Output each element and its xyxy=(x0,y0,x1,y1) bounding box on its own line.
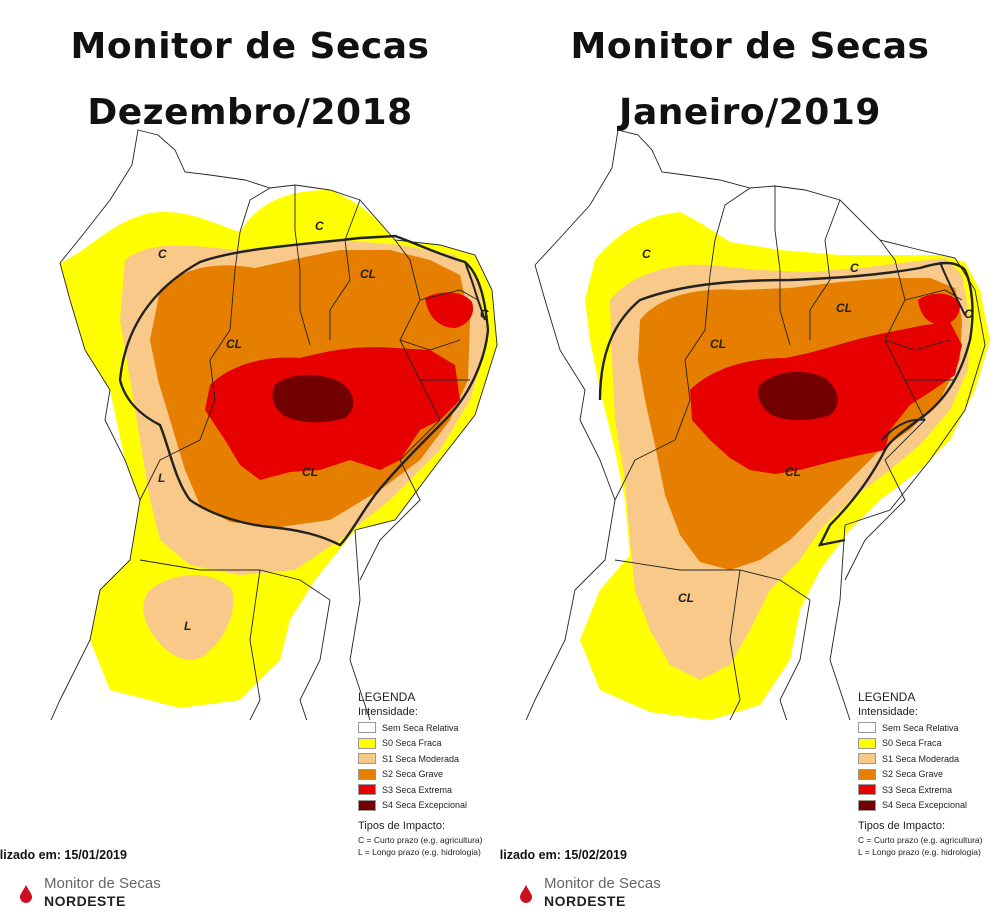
region-label: CL xyxy=(785,465,801,479)
title-line-2: Dezembro/2018 xyxy=(87,92,413,133)
updated-date-text: Atualizado em: 15/02/2019 xyxy=(500,848,627,862)
legend-item: S3 Seca Extrema xyxy=(358,782,500,798)
legend-label: S4 Seca Excepcional xyxy=(882,800,968,811)
legend-swatch xyxy=(858,722,876,734)
logo-line-2: NORDESTE xyxy=(544,893,626,909)
title-line-1: Monitor de Secas xyxy=(570,26,930,67)
map-title: Monitor de Secas Janeiro/2019 xyxy=(500,14,1000,146)
legend-label: S3 Seca Extrema xyxy=(882,784,953,795)
legend-intensity-title: Intensidade: xyxy=(358,706,418,718)
region-labels: C C CL C CL L CL L xyxy=(158,219,489,633)
impact-types-title: Tipos de Impacto: xyxy=(358,820,446,832)
monitor-logo: Monitor de Secas NORDESTE xyxy=(20,873,240,911)
logo-line-2: NORDESTE xyxy=(44,893,126,909)
region-label: C xyxy=(850,261,859,275)
region-label: CL xyxy=(710,337,726,351)
impact-types-title: Tipos de Impacto: xyxy=(858,820,946,832)
region-label: C xyxy=(642,247,651,261)
legend-item: S2 Seca Grave xyxy=(358,767,500,783)
legend-label: S0 Seca Fraca xyxy=(882,738,942,749)
legend-title: LEGENDA xyxy=(858,690,916,704)
legend-label: S0 Seca Fraca xyxy=(382,738,442,749)
legend-item: S4 Seca Excepcional xyxy=(358,798,500,814)
legend-swatch xyxy=(358,737,376,749)
legend-swatch xyxy=(858,737,876,749)
region-label: L xyxy=(184,619,191,633)
legend-label: S4 Seca Excepcional xyxy=(382,800,468,811)
legend-swatch xyxy=(858,784,876,796)
title-line-1: Monitor de Secas xyxy=(70,26,430,67)
region-label: C xyxy=(964,307,973,321)
legend-label: S1 Seca Moderada xyxy=(882,753,960,764)
impact-boundary xyxy=(598,261,974,547)
drought-map: C C CL C CL L CL L xyxy=(50,129,498,720)
legend-item: Sem Seca Relativa xyxy=(358,720,500,736)
legend-item: S3 Seca Extrema xyxy=(858,782,1000,798)
legend-swatch xyxy=(858,768,876,780)
legend-label: Sem Seca Relativa xyxy=(382,722,459,733)
legend-swatch xyxy=(358,768,376,780)
legend-intensity-title: Intensidade: xyxy=(858,706,918,718)
region-label: CL xyxy=(360,267,376,281)
updated-date-text: Atualizado em: 15/01/2019 xyxy=(0,848,127,862)
legend-item: S0 Seca Fraca xyxy=(858,736,1000,752)
drop-icon xyxy=(20,885,32,903)
region-label: C xyxy=(480,307,489,321)
legend-item: S4 Seca Excepcional xyxy=(858,798,1000,814)
legend: LEGENDA Intensidade: Sem Seca Relativa S… xyxy=(858,690,1000,858)
region-label: CL xyxy=(836,301,852,315)
legend-label: S1 Seca Moderada xyxy=(382,753,460,764)
s4-area xyxy=(272,374,354,423)
drought-map: C C CL C CL CL CL xyxy=(525,129,990,720)
region-label: CL xyxy=(226,337,242,351)
region-label: CL xyxy=(678,591,694,605)
updated-date: Atualizado em: 15/02/2019 xyxy=(500,848,860,862)
legend-swatch xyxy=(858,753,876,765)
impact-short-term: C = Curto prazo (e.g. agricultura) xyxy=(358,835,483,845)
logo-line-1: Monitor de Secas xyxy=(44,875,161,892)
monitor-logo: Monitor de Secas NORDESTE xyxy=(520,873,740,911)
impact-boundary xyxy=(118,234,490,547)
legend-item: S2 Seca Grave xyxy=(858,767,1000,783)
legend-item: S0 Seca Fraca xyxy=(358,736,500,752)
legend-label: S2 Seca Grave xyxy=(882,769,944,780)
map-panel-january-2019: Monitor de Secas Janeiro/2019 xyxy=(500,0,1000,915)
impact-long-term: L = Longo prazo (e.g. hidrologia) xyxy=(358,847,481,857)
s1-area-south xyxy=(143,575,234,660)
region-label: C xyxy=(315,219,324,233)
legend-swatch xyxy=(358,799,376,811)
map-panel-december-2018: Monitor de Secas Dezembro/2018 xyxy=(0,14,500,911)
region-labels: C C CL C CL CL CL xyxy=(642,247,973,605)
impact-boundary-coast xyxy=(464,261,486,321)
state-borders xyxy=(50,129,498,720)
legend-item: S1 Seca Moderada xyxy=(358,751,500,767)
logo-line-1: Monitor de Secas xyxy=(544,875,661,892)
legend-swatch xyxy=(358,722,376,734)
legend-label: S3 Seca Extrema xyxy=(382,784,453,795)
legend-title: LEGENDA xyxy=(358,690,416,704)
drop-icon xyxy=(520,885,532,903)
region-label: CL xyxy=(302,465,318,479)
legend-swatch xyxy=(358,784,376,796)
legend-item: Sem Seca Relativa xyxy=(858,720,1000,736)
updated-date: Atualizado em: 15/01/2019 xyxy=(0,848,360,862)
legend-label: S2 Seca Grave xyxy=(382,769,444,780)
region-label: L xyxy=(158,471,165,485)
legend-item: S1 Seca Moderada xyxy=(858,751,1000,767)
impact-long-term: L = Longo prazo (e.g. hidrologia) xyxy=(858,847,981,857)
impact-short-term: C = Curto prazo (e.g. agricultura) xyxy=(858,835,983,845)
legend: LEGENDA Intensidade: Sem Seca Relativa S… xyxy=(358,690,500,858)
s4-area xyxy=(758,371,838,421)
s3-area-northeast xyxy=(425,292,474,328)
legend-swatch xyxy=(358,753,376,765)
title-line-2: Janeiro/2019 xyxy=(619,92,881,133)
region-label: C xyxy=(158,247,167,261)
s3-area-northeast xyxy=(918,293,960,325)
map-title: Monitor de Secas Dezembro/2018 xyxy=(0,14,500,146)
legend-swatch xyxy=(858,799,876,811)
impact-boundary-coast xyxy=(881,261,966,441)
legend-label: Sem Seca Relativa xyxy=(882,722,959,733)
